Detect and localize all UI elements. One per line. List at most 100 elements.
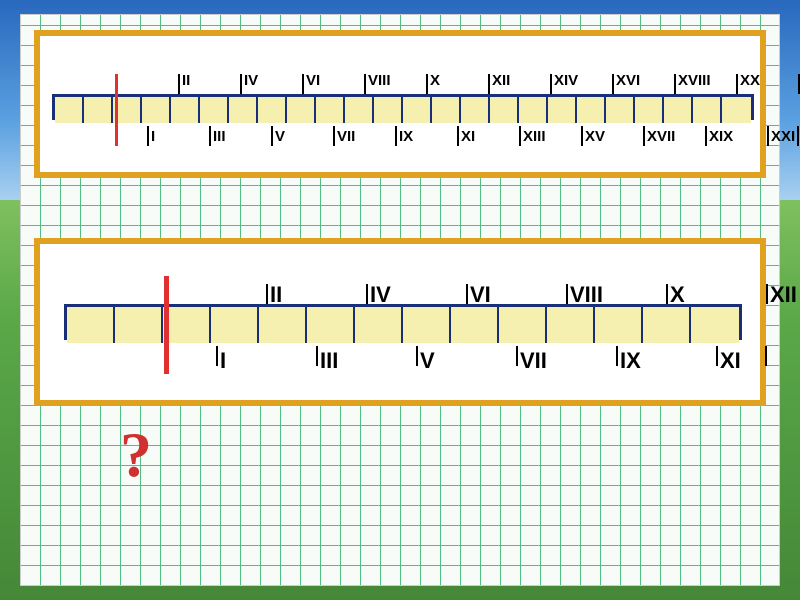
tick-top — [178, 74, 180, 94]
roman-label-top: X — [670, 282, 685, 308]
tick-bottom — [271, 126, 273, 146]
timeline-cell — [432, 97, 461, 123]
roman-label-bottom: XI — [720, 348, 741, 374]
roman-label-top: XX — [740, 72, 760, 89]
tick-bottom — [643, 126, 645, 146]
timeline-cell — [316, 97, 345, 123]
roman-label-bottom: VII — [520, 348, 547, 374]
timeline-cell — [519, 97, 548, 123]
roman-label-bottom: III — [213, 128, 226, 145]
timeline-cell — [211, 307, 259, 343]
roman-label-top: II — [182, 72, 190, 89]
roman-label-top: XIV — [554, 72, 578, 89]
timeline-cell — [287, 97, 316, 123]
roman-label-bottom: XXI — [771, 128, 795, 145]
tick-top — [736, 74, 738, 94]
roman-label-top: XVI — [616, 72, 640, 89]
tick-top — [666, 284, 668, 304]
roman-label-top: II — [270, 282, 282, 308]
timeline-cell — [499, 307, 547, 343]
tick-bottom — [767, 126, 769, 146]
timeline-cell — [163, 307, 211, 343]
tick-top — [364, 74, 366, 94]
timeline-cell — [259, 307, 307, 343]
roman-label-top: VI — [306, 72, 320, 89]
timeline-cell — [115, 307, 163, 343]
timeline-cell — [374, 97, 403, 123]
tick-bottom — [316, 346, 318, 366]
tick-top — [302, 74, 304, 94]
timeline-cell — [693, 97, 722, 123]
roman-label-bottom: XI — [461, 128, 475, 145]
roman-label-bottom: XIII — [523, 128, 546, 145]
tick-bottom — [705, 126, 707, 146]
tick-end — [797, 126, 799, 146]
timeline-cell — [722, 97, 751, 123]
roman-label-bottom: IX — [620, 348, 641, 374]
tick-top — [266, 284, 268, 304]
question-mark: ? — [120, 418, 152, 492]
tick-top — [612, 74, 614, 94]
timeline-cell — [691, 307, 739, 343]
timeline-cell — [548, 97, 577, 123]
tick-bottom — [516, 346, 518, 366]
timeline-cell — [606, 97, 635, 123]
roman-label-top: XVIII — [678, 72, 711, 89]
roman-label-top: XII — [770, 282, 797, 308]
tick-end — [765, 346, 767, 366]
timeline-cell — [200, 97, 229, 123]
timeline-cell — [403, 307, 451, 343]
timeline-cell — [451, 307, 499, 343]
timeline-cell — [635, 97, 664, 123]
roman-label-bottom: I — [220, 348, 226, 374]
timeline-cell — [547, 307, 595, 343]
zero-marker — [115, 74, 118, 146]
timeline-cell — [229, 97, 258, 123]
tick-top — [488, 74, 490, 94]
timeline-cell — [258, 97, 287, 123]
tick-top — [566, 284, 568, 304]
timeline-cell — [345, 97, 374, 123]
roman-label-bottom: XIX — [709, 128, 733, 145]
timeline-cell — [142, 97, 171, 123]
timeline-cell — [403, 97, 432, 123]
roman-label-top: IV — [244, 72, 258, 89]
roman-label-bottom: V — [275, 128, 285, 145]
tick-top — [674, 74, 676, 94]
tick-bottom — [416, 346, 418, 366]
tick-top — [550, 74, 552, 94]
tick-bottom — [581, 126, 583, 146]
zero-marker — [164, 276, 169, 374]
tick-bottom — [395, 126, 397, 146]
timeline-cell — [84, 97, 113, 123]
tick-bottom — [457, 126, 459, 146]
roman-label-bottom: III — [320, 348, 338, 374]
roman-label-bottom: I — [151, 128, 155, 145]
tick-top — [366, 284, 368, 304]
tick-bottom — [216, 346, 218, 366]
tick-top — [426, 74, 428, 94]
roman-label-top: VI — [470, 282, 491, 308]
roman-label-bottom: VII — [337, 128, 355, 145]
timeline-panel-bottom: IIIVVIVIIIXXIIIIIIVVIIIXXI — [34, 238, 766, 406]
timeline-cell — [490, 97, 519, 123]
roman-label-top: VIII — [368, 72, 391, 89]
roman-label-top: IV — [370, 282, 391, 308]
tick-bottom — [209, 126, 211, 146]
tick-top — [466, 284, 468, 304]
timeline-cell — [461, 97, 490, 123]
roman-label-top: VIII — [570, 282, 603, 308]
tick-bottom — [147, 126, 149, 146]
timeline-cell — [664, 97, 693, 123]
timeline-cell — [577, 97, 606, 123]
tick-top — [240, 74, 242, 94]
tick-bottom — [616, 346, 618, 366]
timeline-cell — [355, 307, 403, 343]
roman-label-top: X — [430, 72, 440, 89]
timeline-cell — [595, 307, 643, 343]
timeline-cell — [307, 307, 355, 343]
tick-bottom — [519, 126, 521, 146]
roman-label-bottom: IX — [399, 128, 413, 145]
timeline-cell — [67, 307, 115, 343]
tick-top — [766, 284, 768, 304]
